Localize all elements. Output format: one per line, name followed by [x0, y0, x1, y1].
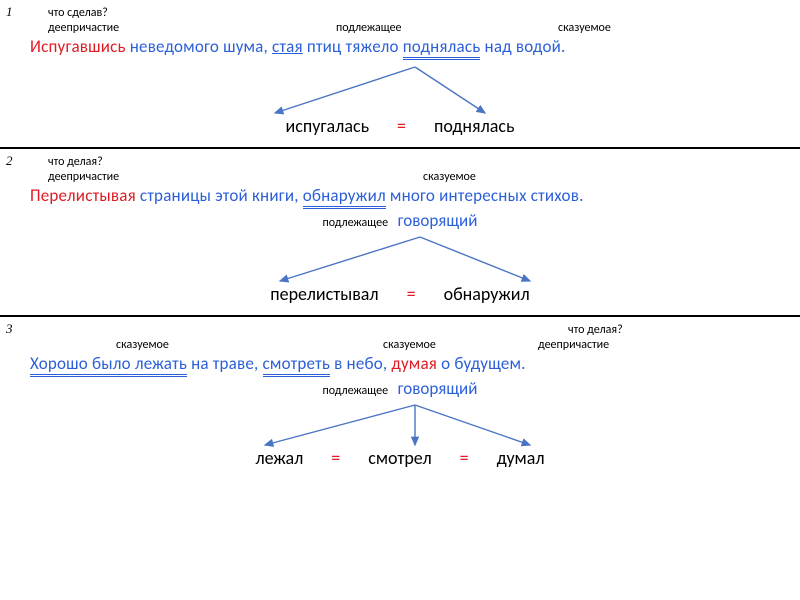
text-part: много интересных стихов. — [386, 185, 584, 206]
question-row: что делая? — [48, 155, 780, 170]
panel-number: 2 — [6, 153, 13, 169]
annotation-row: сказуемое сказуемое деепричастие — [48, 338, 780, 353]
panel-2: 2 что делая? деепричастие сказуемое Пере… — [0, 149, 800, 317]
text-part: птиц тяжело — [303, 36, 403, 57]
text-part: на траве, — [187, 353, 262, 374]
arrow-diagram: лежал = смотрел = думал — [20, 403, 780, 471]
question-label: что делая? — [568, 323, 623, 337]
gerund: Перелистывая — [30, 185, 136, 206]
predicate: поднялась — [403, 36, 481, 60]
sentence: Хорошо было лежать на траве, смотреть в … — [30, 353, 780, 374]
implied-subject: подлежащее говорящий — [20, 378, 780, 399]
equals-sign: = — [407, 283, 416, 305]
annot-deeprichastie: деепричастие — [538, 338, 609, 352]
equals-sign: = — [331, 447, 340, 469]
equals-sign: = — [397, 115, 406, 137]
panel-3: 3 что делая? сказуемое сказуемое дееприч… — [0, 317, 800, 479]
derived-row: перелистывал = обнаружил — [20, 283, 780, 305]
derived-3: думал — [497, 447, 545, 469]
annot-skazuemoe-1: сказуемое — [116, 338, 169, 352]
predicate-2: смотреть — [263, 353, 331, 377]
implied-label: подлежащее — [323, 384, 389, 398]
predicate: обнаружил — [303, 185, 386, 209]
annot-skazuemoe: сказуемое — [423, 170, 476, 184]
derived-left: перелистывал — [270, 283, 378, 305]
annotation-row: деепричастие подлежащее сказуемое — [48, 21, 780, 36]
annot-skazuemoe-2: сказуемое — [383, 338, 436, 352]
annot-deeprichastie: деепричастие — [48, 21, 119, 35]
text-part: о будущем. — [437, 353, 526, 374]
annotation-row: деепричастие сказуемое — [48, 170, 780, 185]
sentence: Перелистывая страницы этой книги, обнару… — [30, 185, 780, 206]
subject: стая — [272, 36, 303, 57]
question-label: что делая? — [48, 155, 103, 169]
implied-word: говорящий — [398, 378, 478, 399]
derived-row: лежал = смотрел = думал — [20, 447, 780, 469]
gerund: Испугавшись — [30, 36, 126, 57]
question-row: что сделав? — [48, 6, 780, 21]
predicate-1: Хорошо было лежать — [30, 353, 187, 377]
arrow-diagram: перелистывал = обнаружил — [20, 235, 780, 307]
sentence: Испугавшись неведомого шума, стая птиц т… — [30, 36, 780, 57]
text-part: над водой. — [480, 36, 565, 57]
question-row: что делая? — [48, 323, 780, 338]
implied-label: подлежащее — [323, 216, 389, 230]
annot-podlezhashchee: подлежащее — [336, 21, 402, 35]
panel-number: 1 — [6, 4, 13, 20]
derived-right: поднялась — [434, 115, 514, 137]
panel-number: 3 — [6, 321, 13, 337]
text-part: страницы этой книги, — [136, 185, 303, 206]
derived-1: лежал — [255, 447, 303, 469]
annot-skazuemoe: сказуемое — [558, 21, 611, 35]
derived-right: обнаружил — [444, 283, 530, 305]
derived-2: смотрел — [368, 447, 431, 469]
derived-row: испугалась = поднялась — [20, 115, 780, 137]
gerund: думая — [391, 353, 437, 374]
derived-left: испугалась — [286, 115, 370, 137]
equals-sign: = — [460, 447, 469, 469]
implied-subject: подлежащее говорящий — [20, 210, 780, 231]
text-part: неведомого шума, — [126, 36, 272, 57]
implied-word: говорящий — [398, 210, 478, 231]
text-part: в небо, — [330, 353, 391, 374]
annot-deeprichastie: деепричастие — [48, 170, 119, 184]
question-label: что сделав? — [48, 6, 108, 20]
arrow-diagram: испугалась = поднялась — [20, 61, 780, 139]
panel-1: 1 что сделав? деепричастие подлежащее ск… — [0, 0, 800, 149]
